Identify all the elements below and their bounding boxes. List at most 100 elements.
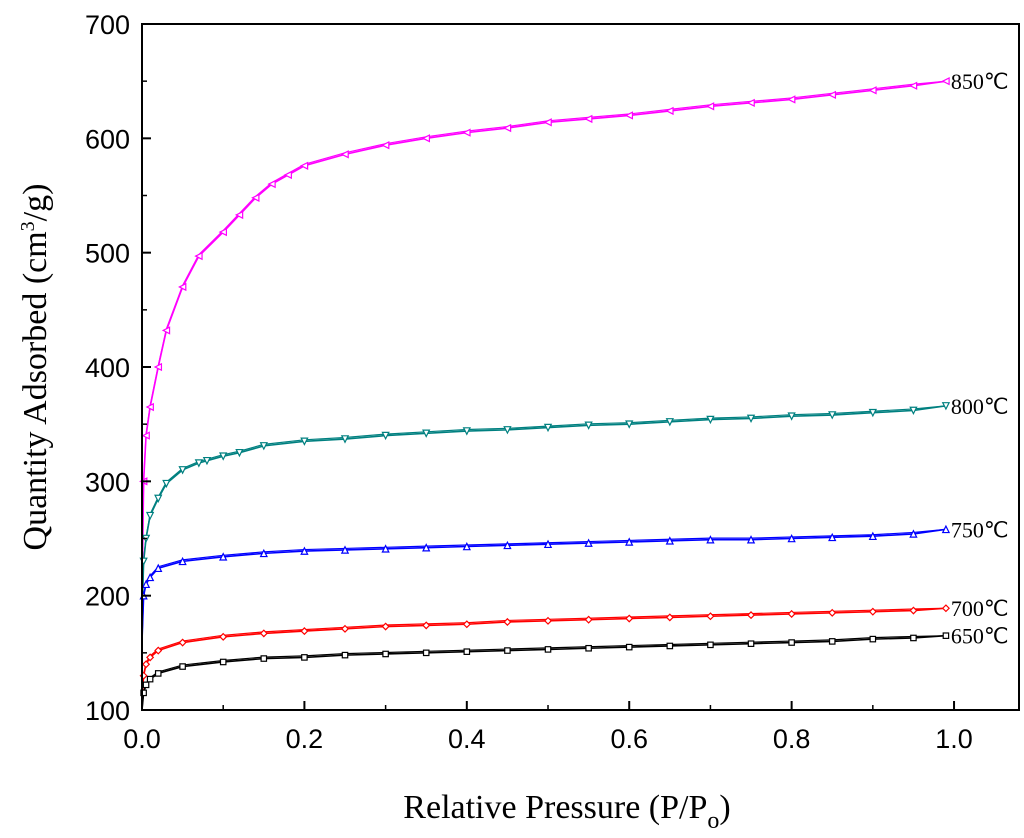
data-point-750 bbox=[787, 533, 796, 543]
data-point-700 bbox=[300, 627, 309, 636]
series-line-850 bbox=[141, 80, 947, 596]
plot-frame bbox=[141, 23, 1020, 711]
data-point-850 bbox=[299, 161, 309, 170]
data-point-700 bbox=[154, 646, 163, 655]
data-point-700 bbox=[503, 617, 512, 627]
data-point-850 bbox=[141, 431, 150, 440]
series-label-800: 800℃ bbox=[951, 394, 1009, 419]
data-point-750 bbox=[340, 545, 350, 554]
x-axis-title-subscript: o bbox=[707, 808, 719, 834]
x-tick-label: 0.2 bbox=[286, 724, 324, 754]
data-point-800 bbox=[194, 459, 204, 468]
data-point-800 bbox=[202, 456, 212, 466]
series-line-desorption-800 bbox=[141, 405, 946, 619]
data-point-750 bbox=[259, 548, 268, 558]
data-point-750 bbox=[828, 532, 837, 542]
data-point-850 bbox=[746, 98, 755, 108]
data-point-850 bbox=[194, 251, 203, 261]
data-point-650 bbox=[585, 644, 592, 652]
data-point-750 bbox=[422, 543, 431, 552]
series-800 bbox=[139, 402, 951, 619]
series-700 bbox=[139, 604, 950, 699]
series-line-750 bbox=[141, 528, 947, 642]
data-point-850 bbox=[283, 170, 292, 180]
data-point-650 bbox=[341, 651, 349, 659]
data-point-850 bbox=[381, 141, 390, 150]
data-point-800 bbox=[162, 479, 171, 489]
data-point-650 bbox=[666, 642, 674, 650]
x-tick-label: 0.0 bbox=[123, 724, 161, 754]
data-point-650 bbox=[788, 639, 795, 646]
data-point-850 bbox=[462, 128, 471, 137]
data-point-800 bbox=[219, 452, 228, 461]
data-point-650 bbox=[422, 649, 430, 657]
data-point-800 bbox=[422, 429, 431, 438]
data-point-650 bbox=[382, 650, 389, 658]
data-point-800 bbox=[259, 442, 268, 451]
series-line-800 bbox=[141, 405, 947, 619]
data-point-800 bbox=[381, 431, 390, 441]
data-point-850 bbox=[665, 106, 674, 116]
series-label-layer: 850℃ 800℃ 750℃ 700℃ 650℃ bbox=[951, 69, 1009, 649]
data-point-800 bbox=[584, 421, 593, 430]
data-point-850 bbox=[705, 102, 715, 111]
data-point-850 bbox=[267, 179, 276, 189]
data-point-850 bbox=[868, 86, 877, 95]
data-point-800 bbox=[909, 406, 918, 415]
data-point-700 bbox=[340, 624, 350, 633]
data-point-700 bbox=[584, 615, 593, 624]
data-point-700 bbox=[381, 622, 390, 631]
data-point-650 bbox=[142, 681, 150, 689]
series-label-650: 650℃ bbox=[951, 624, 1009, 649]
data-point-650 bbox=[463, 648, 471, 655]
y-axis-title-superscript: 3 bbox=[17, 221, 39, 231]
data-point-850 bbox=[251, 193, 260, 202]
data-point-750 bbox=[543, 539, 553, 549]
data-point-800 bbox=[235, 448, 244, 458]
data-point-850 bbox=[543, 118, 552, 127]
series-650 bbox=[140, 632, 950, 711]
y-tick-label: 100 bbox=[85, 696, 130, 726]
data-point-850 bbox=[787, 95, 796, 104]
data-point-750 bbox=[219, 552, 228, 561]
data-point-800 bbox=[868, 408, 878, 418]
series-line-650 bbox=[141, 634, 946, 711]
series-line-desorption-850 bbox=[141, 80, 946, 596]
y-tick-label: 400 bbox=[85, 353, 130, 383]
data-point-750 bbox=[381, 544, 390, 553]
data-point-700 bbox=[665, 613, 674, 622]
data-point-700 bbox=[706, 612, 715, 621]
x-tick-label: 0.8 bbox=[773, 724, 811, 754]
data-point-650 bbox=[707, 641, 714, 649]
data-point-750 bbox=[154, 563, 163, 573]
series-line-desorption-700 bbox=[141, 607, 946, 699]
series-layer bbox=[139, 76, 951, 711]
data-point-800 bbox=[625, 420, 634, 429]
data-point-800 bbox=[665, 418, 674, 427]
data-point-650 bbox=[219, 658, 227, 666]
series-750 bbox=[139, 524, 951, 642]
series-850 bbox=[139, 76, 950, 596]
data-point-700 bbox=[868, 607, 877, 616]
data-point-700 bbox=[259, 629, 268, 638]
data-point-650 bbox=[942, 632, 950, 639]
data-point-800 bbox=[787, 412, 796, 421]
data-point-800 bbox=[462, 427, 471, 436]
data-point-800 bbox=[178, 466, 187, 475]
data-point-650 bbox=[910, 634, 917, 642]
data-point-750 bbox=[625, 537, 634, 546]
y-axis-title: Quantity Adsorbed (cm3/g) bbox=[17, 184, 54, 551]
data-point-700 bbox=[178, 638, 187, 647]
data-point-850 bbox=[584, 114, 593, 124]
data-point-850 bbox=[234, 210, 244, 220]
data-point-850 bbox=[624, 111, 634, 120]
data-point-700 bbox=[787, 609, 796, 619]
x-tick-label: 1.0 bbox=[935, 724, 973, 754]
data-point-850 bbox=[178, 282, 187, 292]
data-point-750 bbox=[584, 538, 593, 547]
data-point-850 bbox=[340, 150, 349, 159]
data-point-750 bbox=[141, 579, 151, 589]
data-point-700 bbox=[909, 606, 918, 615]
data-point-700 bbox=[625, 614, 634, 623]
